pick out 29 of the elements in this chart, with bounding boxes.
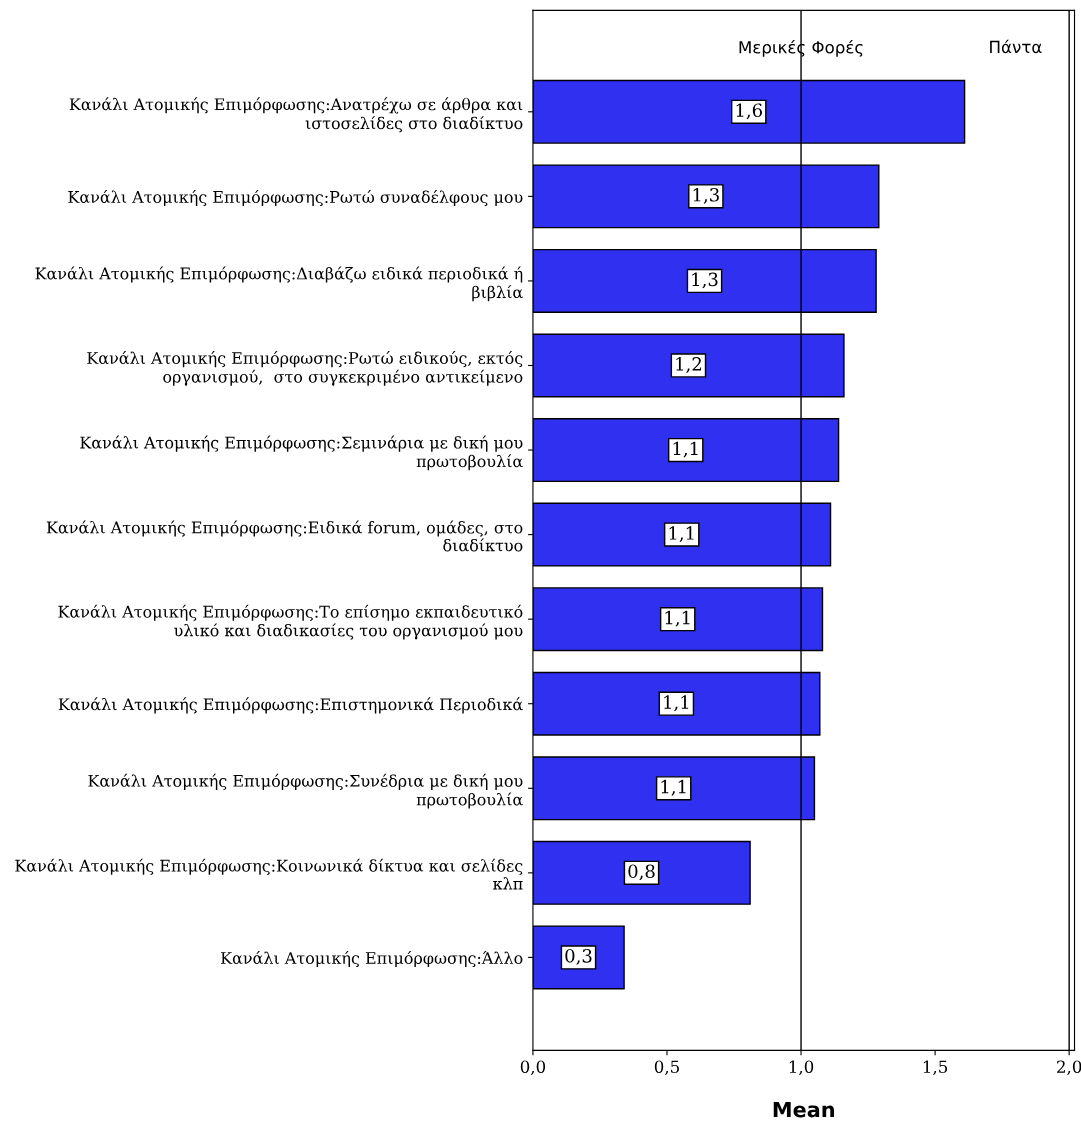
data-label: 0,3: [565, 948, 592, 965]
y-tick-label: Κανάλι Ατομικής Επιμόρφωσης:Επιστημονικά Περιοδικά: [58, 697, 523, 714]
y-tick-label: Κανάλι Ατομικής Επιμόρφωσης:Ρωτώ συναδέλφους μου: [68, 189, 523, 207]
x-tick-label: 1,5: [923, 1060, 948, 1076]
y-tick-label: Κανάλι Ατομικής Επιμόρφωσης:Συνέδρια με δική μου πρωτοβουλία: [88, 773, 523, 809]
y-tick-label: Κανάλι Ατομικής Επιμόρφωσης:Το επίσημο εκπαιδευτικό υλικό και διαδικασίες του οργανισμού μου: [58, 604, 523, 640]
x-tick-label: 0,5: [654, 1060, 679, 1076]
x-tick-label: 1,0: [789, 1060, 814, 1076]
data-label: 1,6: [736, 103, 762, 120]
data-label: 1,1: [664, 695, 689, 712]
x-tick-label: 0,0: [520, 1060, 546, 1076]
data-label: 1,1: [673, 441, 698, 458]
data-label: 1,1: [665, 610, 690, 627]
ref-line-label: Πάντα: [990, 39, 1042, 54]
data-label: 1,2: [676, 357, 702, 373]
data-label: 0,8: [628, 864, 655, 881]
y-tick-label: Κανάλι Ατομικής Επιμόρφωσης:Ρωτώ ειδικούς, εκτός οργανισμού, στο συγκεκριμένο αντικείμενο: [87, 351, 523, 386]
x-tick-label: 2,0: [1057, 1060, 1081, 1076]
y-tick-label: Κανάλι Ατομικής Επιμόρφωσης:Σεμινάρια με δική μου πρωτοβουλία: [80, 435, 523, 471]
y-tick-label: Κανάλι Ατομικής Επιμόρφωσης:Άλλο: [221, 951, 523, 968]
y-tick-label: Κανάλι Ατομικής Επιμόρφωσης:Ειδικά forum, ομάδες, στο διαδίκτυο: [46, 520, 523, 552]
y-tick-label: Κανάλι Ατομικής Επιμόρφωσης:Κοινωνικά δίκτυα και σελίδες κλπ: [15, 858, 523, 890]
x-axis-title: Mean: [773, 1101, 834, 1118]
data-label: 1,3: [692, 272, 718, 289]
y-tick-label: Κανάλι Ατομικής Επιμόρφωσης:Ανατρέχω σε άρθρα και ιστοσελίδες στο διαδίκτυο: [69, 97, 523, 133]
data-label: 1,1: [661, 779, 686, 796]
data-label: 1,1: [669, 526, 694, 543]
data-label: 1,3: [693, 187, 719, 204]
y-tick-label: Κανάλι Ατομικής Επιμόρφωσης:Διαβάζω ειδικά περιοδικά ή βιβλία: [35, 266, 523, 302]
